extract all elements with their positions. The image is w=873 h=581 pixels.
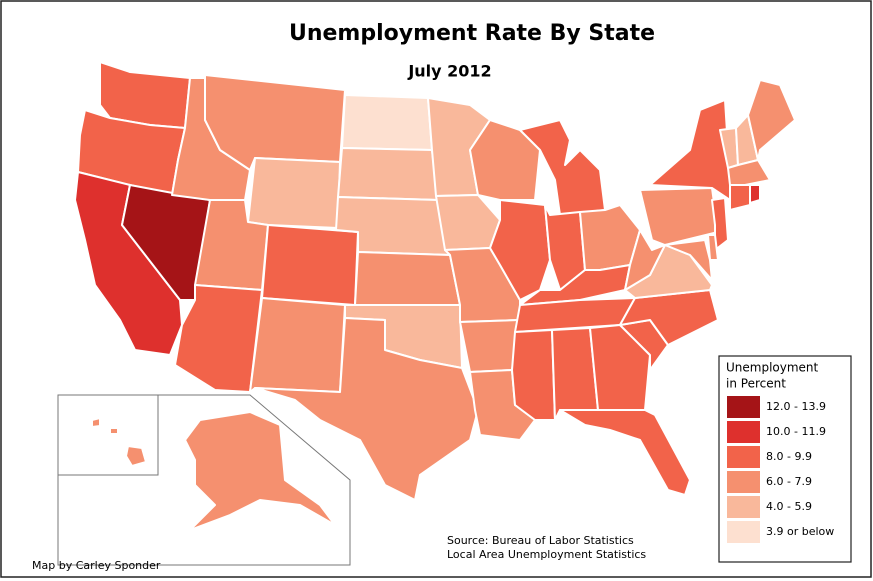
legend-swatch bbox=[727, 446, 760, 468]
hawaii-frame bbox=[57, 394, 159, 476]
state bbox=[729, 184, 751, 211]
state bbox=[254, 317, 479, 501]
legend-label: 6.0 - 7.9 bbox=[766, 475, 812, 488]
legend-swatch bbox=[727, 471, 760, 493]
state bbox=[589, 324, 651, 411]
state bbox=[337, 147, 439, 201]
legend-label: 4.0 - 5.9 bbox=[766, 500, 812, 513]
state bbox=[469, 119, 541, 201]
legend-swatch bbox=[727, 396, 760, 418]
state bbox=[559, 409, 691, 496]
legend-title: in Percent bbox=[726, 377, 786, 391]
state bbox=[459, 319, 521, 373]
subtitle: July 2012 bbox=[407, 62, 491, 81]
state bbox=[247, 157, 341, 229]
state bbox=[354, 251, 461, 306]
state bbox=[261, 224, 359, 306]
legend-label: 3.9 or below bbox=[766, 525, 834, 538]
state bbox=[341, 94, 433, 151]
source: Source: Bureau of Labor Statistics bbox=[447, 534, 634, 547]
legend-label: 8.0 - 9.9 bbox=[766, 450, 812, 463]
states bbox=[74, 61, 796, 531]
legend-swatch bbox=[727, 496, 760, 518]
title: Unemployment Rate By State bbox=[289, 21, 655, 46]
state bbox=[91, 417, 101, 428]
state bbox=[664, 239, 713, 281]
state bbox=[749, 184, 761, 204]
inset-frame bbox=[57, 394, 351, 566]
state bbox=[707, 234, 719, 261]
legend-label: 12.0 - 13.9 bbox=[766, 400, 826, 413]
legend-label: 10.0 - 11.9 bbox=[766, 425, 826, 438]
legend-title: Unemployment bbox=[726, 361, 819, 375]
legend: Unemployment in Percent 12.0 - 13.9 10.0 - … bbox=[726, 361, 834, 543]
source: Local Area Unemployment Statistics bbox=[447, 548, 646, 561]
state bbox=[519, 119, 606, 216]
credit: Map by Carley Sponder bbox=[32, 559, 161, 572]
state bbox=[249, 297, 346, 393]
state bbox=[511, 329, 556, 421]
state bbox=[109, 427, 119, 435]
legend-swatch bbox=[727, 521, 760, 543]
state bbox=[125, 445, 147, 467]
legend-swatch bbox=[727, 421, 760, 443]
state bbox=[184, 411, 336, 531]
